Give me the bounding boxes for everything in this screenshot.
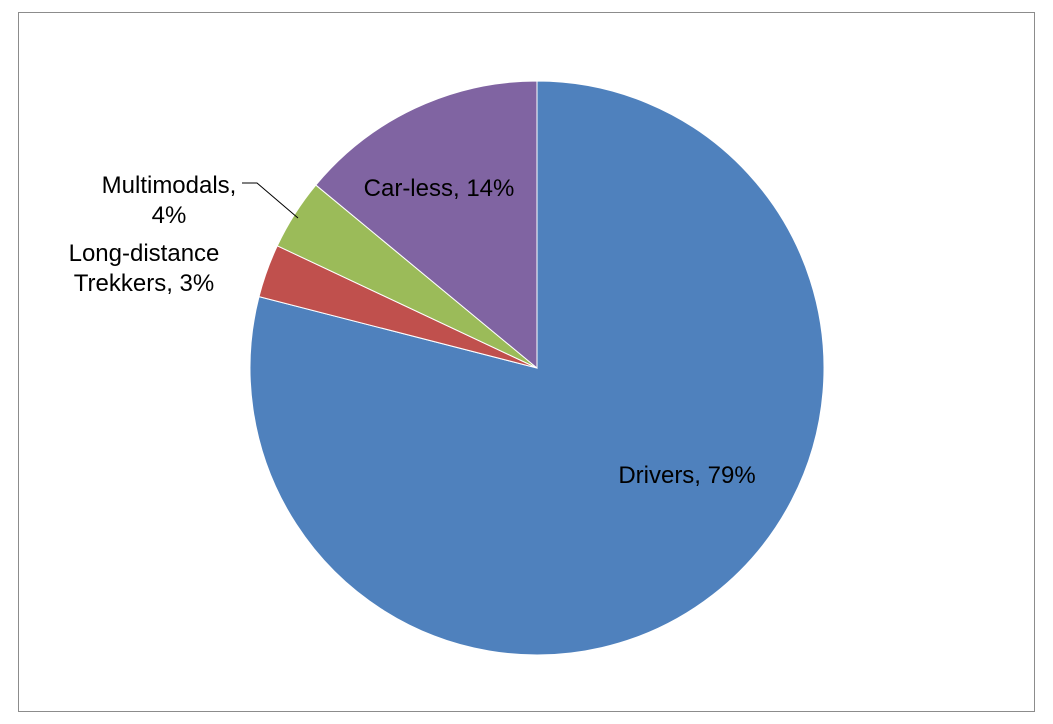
- slice-label-long-distance-trekkers: Long-distance Trekkers, 3%: [69, 240, 220, 297]
- slice-label-drivers: Drivers, 79%: [618, 462, 755, 489]
- leader-line-multimodals: [242, 182, 299, 219]
- slice-label-multimodals: Multimodals, 4%: [102, 172, 237, 229]
- slices-layer: [249, 80, 825, 656]
- slice-label-car-less: Car-less, 14%: [364, 175, 515, 202]
- pie-chart: Drivers, 79% Long-distance Trekkers, 3% Mul…: [69, 80, 825, 656]
- chart-area: Drivers, 79% Long-distance Trekkers, 3% Mul…: [18, 12, 1035, 712]
- labels-layer: Drivers, 79% Long-distance Trekkers, 3% Mul…: [69, 172, 756, 489]
- pie-slice-car-less: [315, 80, 538, 370]
